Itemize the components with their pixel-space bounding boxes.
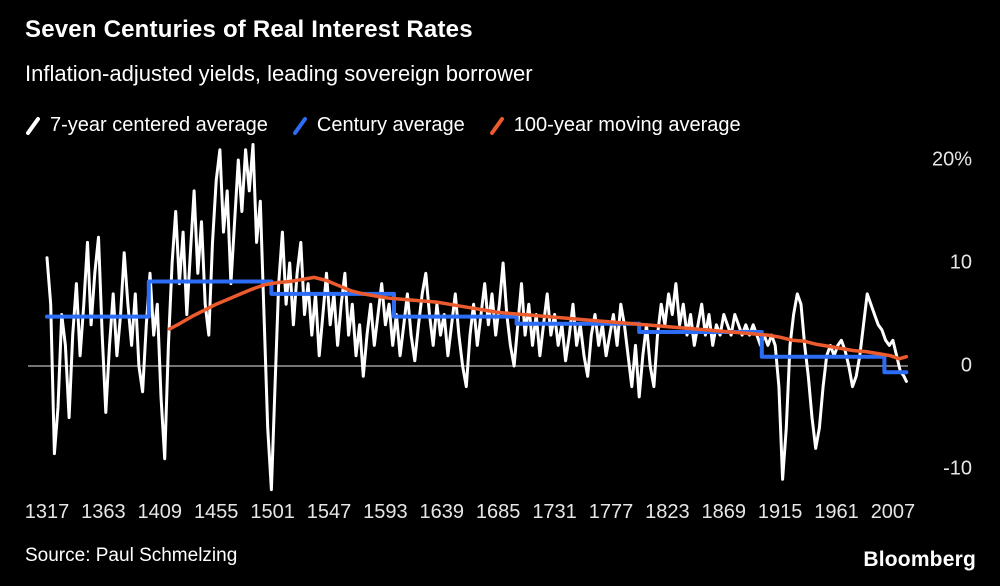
slash-icon-orange — [489, 116, 504, 135]
x-tick-label: 1869 — [702, 501, 747, 523]
x-tick-label: 1639 — [420, 501, 465, 523]
slash-icon-orange-line — [489, 116, 504, 135]
chart-subtitle: Inflation-adjusted yields, leading sover… — [25, 61, 533, 86]
x-tick-label: 1777 — [589, 501, 634, 523]
x-tick-label: 1961 — [814, 501, 859, 523]
x-tick-label: 1823 — [645, 501, 690, 523]
legend: 7-year centered average Century average … — [25, 114, 741, 137]
x-tick-label: 1409 — [138, 501, 183, 523]
x-tick-label: 1593 — [363, 501, 408, 523]
y-tick-label: 20% — [932, 148, 972, 170]
legend-item-century: Century average — [292, 114, 465, 137]
slash-icon-white — [26, 116, 40, 135]
x-tick-label: 1363 — [81, 501, 126, 523]
series-100-year-moving-average — [167, 275, 909, 361]
y-tick-label: 0 — [961, 354, 972, 376]
x-tick-label: 2007 — [871, 501, 916, 523]
x-tick-label: 1915 — [758, 501, 803, 523]
x-tick-label: 1455 — [194, 501, 239, 523]
y-tick-label: 10 — [950, 251, 972, 273]
slash-icon-blue — [292, 116, 307, 135]
legend-label-7yr: 7-year centered average — [50, 114, 268, 136]
slash-icon-blue-line — [292, 116, 307, 135]
x-tick-label: 1731 — [532, 501, 577, 523]
chart-canvas: 20% 10 0 -10 1317 1363 1409 1455 1501 1547 1593 163… — [25, 143, 972, 523]
legend-item-7yr: 7-year centered average — [25, 114, 268, 137]
bloomberg-logo: Bloomberg — [863, 548, 976, 571]
x-tick-label: 1685 — [476, 501, 521, 523]
legend-item-100yr: 100-year moving average — [489, 114, 741, 137]
y-tick-label: -10 — [943, 457, 972, 479]
series-century-average — [45, 279, 909, 375]
source-credit: Source: Paul Schmelzing — [25, 545, 238, 566]
chart-title: Seven Centuries of Real Interest Rates — [25, 16, 473, 43]
x-tick-label: 1501 — [250, 501, 295, 523]
x-tick-label: 1547 — [307, 501, 352, 523]
legend-label-100yr: 100-year moving average — [513, 114, 741, 136]
slash-icon-white-line — [26, 116, 40, 135]
legend-label-century: Century average — [316, 114, 465, 136]
x-tick-label: 1317 — [25, 501, 70, 523]
